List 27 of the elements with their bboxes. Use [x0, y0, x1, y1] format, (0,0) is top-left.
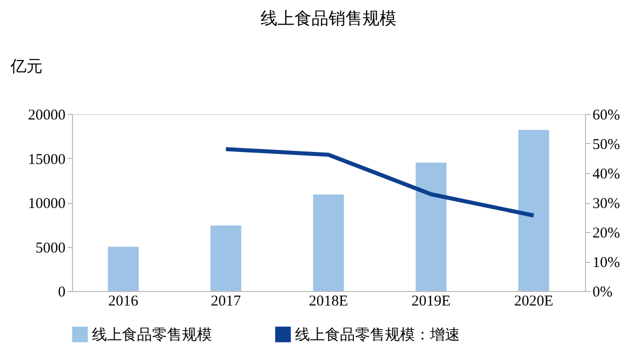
y-tick-label: 0	[58, 284, 66, 300]
bar	[416, 162, 446, 291]
y-tick-label: 15000	[28, 152, 66, 168]
bar	[313, 194, 344, 291]
bar	[518, 130, 550, 291]
y2-tick-label: 10%	[592, 255, 620, 271]
y2-tick-label: 50%	[592, 137, 620, 153]
x-tick-label: 2018E	[308, 294, 348, 310]
y-axis-title: 亿元	[10, 58, 42, 76]
chart-title: 线上食品销售规模	[260, 9, 396, 28]
y2-tick-label: 30%	[592, 196, 620, 212]
y-tick-label: 20000	[28, 108, 66, 124]
y-tick-label: 10000	[28, 196, 66, 212]
x-tick-label: 2017	[210, 294, 242, 310]
bar	[210, 226, 242, 291]
line-series	[224, 147, 536, 218]
legend-label: 线上食品零售规模	[92, 326, 212, 344]
x-tick-label: 2020E	[514, 294, 554, 310]
y2-tick-label: 60%	[592, 108, 620, 124]
y2-tick-label: 40%	[592, 166, 620, 182]
x-tick-label: 2016	[108, 294, 139, 310]
bar	[108, 246, 139, 291]
x-tick-label: 2019E	[412, 294, 451, 310]
y2-tick-label: 0%	[592, 284, 612, 300]
legend-label: 线上食品零售规模：增速	[295, 326, 460, 344]
y-tick-label: 5000	[36, 240, 66, 256]
y2-tick-label: 20%	[592, 226, 620, 242]
